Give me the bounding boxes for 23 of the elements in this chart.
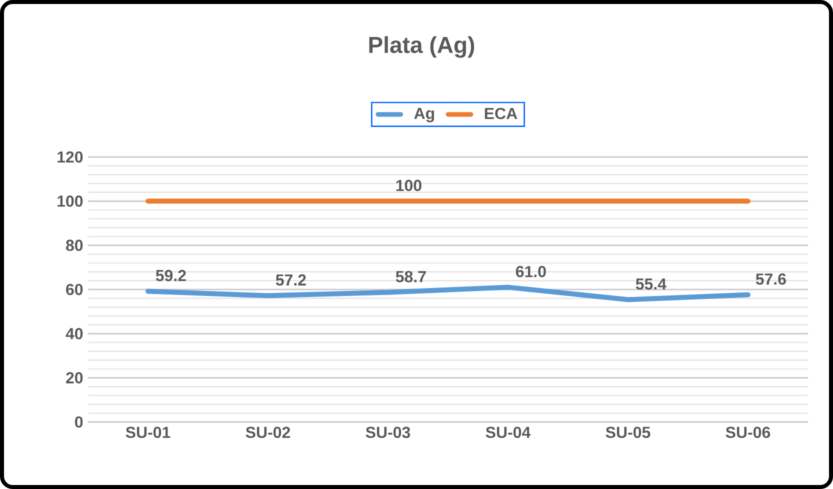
- y-tick-label: 40: [66, 328, 83, 340]
- x-tick-label: SU-06: [726, 426, 770, 438]
- x-tick-label: SU-02: [246, 426, 290, 438]
- chart-title: Plata (Ag): [369, 36, 474, 58]
- x-tick-label: SU-03: [366, 426, 410, 438]
- y-tick-label: 20: [66, 372, 83, 384]
- y-tick-label: 60: [66, 284, 83, 296]
- data-label: 55.4: [636, 278, 666, 290]
- x-tick-label: SU-05: [606, 426, 650, 438]
- data-label: 57.2: [276, 274, 306, 286]
- y-tick-label: 100: [58, 196, 83, 207]
- y-tick-label: 0: [75, 416, 83, 428]
- x-tick-label: SU-04: [486, 426, 531, 438]
- x-tick-label: SU-01: [126, 426, 170, 438]
- legend-label: Ag: [414, 108, 434, 122]
- data-label: 59.2: [156, 270, 186, 282]
- y-tick-label: 80: [66, 240, 83, 251]
- data-label: 57.6: [756, 273, 786, 285]
- y-tick-label: 120: [58, 151, 83, 163]
- data-label: 100: [396, 180, 422, 192]
- data-label: 58.7: [396, 270, 426, 282]
- legend-label: ECA: [484, 108, 518, 120]
- data-label: 61.0: [516, 266, 546, 278]
